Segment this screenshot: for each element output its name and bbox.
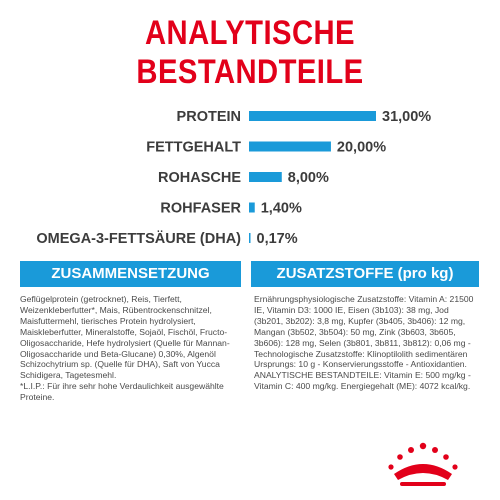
page-title: ANALYTISCHE BESTANDTEILE [136, 14, 364, 91]
bar [249, 233, 251, 243]
bar [249, 172, 282, 182]
composition-text: Geflügelprotein (getrocknet), Reis, Tier… [20, 294, 230, 403]
value-label: 31,00% [382, 109, 431, 125]
category-label: ROHFASER [160, 201, 241, 217]
bar [249, 202, 255, 213]
bar [249, 111, 376, 121]
category-label: ROHASCHE [158, 170, 241, 186]
category-label: FETTGEHALT [146, 140, 241, 156]
crown-logo-icon [388, 442, 458, 486]
category-label: PROTEIN [177, 109, 241, 125]
value-label: 0,17% [257, 231, 298, 247]
value-label: 1,40% [261, 201, 302, 217]
bar [249, 141, 331, 152]
additives-text: Ernährungsphysiologische Zusatzstoffe: V… [254, 294, 474, 392]
composition-header: ZUSAMMENSETZUNG [20, 261, 241, 287]
nutrient-bar-chart: PROTEIN 31,00% FETTGEHALT 20,00% ROHASCHE 8,0… [36, 109, 431, 247]
value-label: 8,00% [288, 170, 329, 186]
category-label: OMEGA-3-FETTSÄURE (DHA) [36, 230, 241, 247]
additives-header: ZUSATZSTOFFE (pro kg) [251, 261, 479, 287]
value-label: 20,00% [337, 140, 386, 156]
